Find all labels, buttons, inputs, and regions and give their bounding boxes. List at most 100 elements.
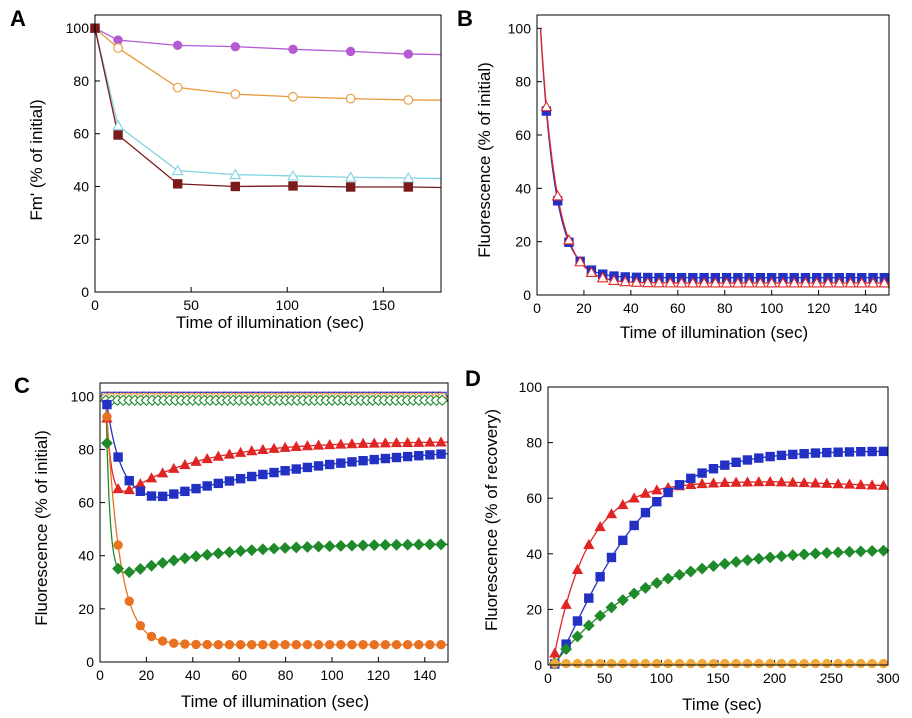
data-point-c-7 xyxy=(223,546,236,559)
data-point-d-2 xyxy=(776,450,787,461)
y-tick-label-a: 40 xyxy=(73,178,89,194)
data-point-c-5 xyxy=(279,441,291,452)
data-point-c-6 xyxy=(347,457,357,467)
data-point-d-3 xyxy=(764,551,777,564)
data-point-b-2 xyxy=(833,276,846,288)
data-point-c-8 xyxy=(191,639,201,650)
data-point-c-7 xyxy=(112,562,125,575)
x-tick-label-b: 40 xyxy=(623,300,639,316)
data-point-a-1 xyxy=(172,40,183,51)
data-point-d-2 xyxy=(878,446,889,457)
data-point-c-8 xyxy=(169,638,179,648)
data-point-c-6 xyxy=(369,454,379,465)
data-point-c-8 xyxy=(324,640,335,650)
data-point-d-3 xyxy=(707,560,720,572)
data-point-d-2 xyxy=(640,507,651,518)
data-point-d-1 xyxy=(651,484,663,495)
data-point-d-1 xyxy=(877,479,890,490)
panel-letter-b: B xyxy=(457,6,473,31)
data-point-d-3 xyxy=(730,555,743,568)
data-point-c-5 xyxy=(335,438,347,449)
data-point-d-4 xyxy=(572,658,583,669)
data-point-a-2 xyxy=(345,93,356,104)
data-point-c-6 xyxy=(113,452,123,462)
y-axis-label-a: Fm' (% of initial) xyxy=(27,99,46,220)
data-point-a-2 xyxy=(403,95,414,105)
x-tick-label-b: 100 xyxy=(760,300,784,316)
data-point-d-4 xyxy=(674,658,685,669)
x-tick-label-c: 140 xyxy=(413,667,437,683)
data-point-b-2 xyxy=(799,276,812,288)
data-point-c-6 xyxy=(102,399,112,410)
data-point-d-1 xyxy=(617,498,629,510)
plot-frame-c xyxy=(99,382,449,663)
data-point-c-7 xyxy=(368,539,381,552)
data-point-c-7 xyxy=(401,538,414,551)
data-point-d-4 xyxy=(606,658,617,669)
x-axis-label-a: Time of illumination (sec) xyxy=(176,313,364,332)
x-tick-label-c: 80 xyxy=(278,667,294,683)
data-point-d-4 xyxy=(731,658,741,669)
data-point-b-2 xyxy=(765,276,778,288)
data-point-c-5 xyxy=(290,440,302,452)
y-tick-label-d: 0 xyxy=(534,657,542,673)
series-line-b-1 xyxy=(539,28,889,279)
data-point-c-8 xyxy=(202,639,212,650)
data-point-a-1 xyxy=(113,35,123,45)
data-point-c-7 xyxy=(167,554,180,567)
data-point-a-3 xyxy=(344,171,357,182)
data-point-c-6 xyxy=(224,476,235,486)
x-tick-label-c: 60 xyxy=(231,667,247,683)
data-point-c-7 xyxy=(390,538,403,551)
data-point-d-3 xyxy=(616,594,629,606)
data-point-d-4 xyxy=(878,658,889,669)
plot-frame-d xyxy=(547,386,889,666)
data-point-c-6 xyxy=(135,486,146,496)
y-tick-label-d: 60 xyxy=(526,490,542,506)
data-point-c-5 xyxy=(223,448,236,459)
y-tick-label-c: 0 xyxy=(86,654,94,670)
data-point-c-8 xyxy=(425,640,435,650)
data-point-c-7 xyxy=(290,541,303,554)
data-point-c-7 xyxy=(234,545,247,558)
data-point-b-2 xyxy=(551,189,564,201)
data-point-c-8 xyxy=(402,640,413,650)
x-axis-label-d: Time (sec) xyxy=(682,695,762,714)
data-point-d-3 xyxy=(639,581,652,594)
data-point-d-4 xyxy=(697,658,707,669)
data-point-d-4 xyxy=(652,658,662,669)
data-point-b-2 xyxy=(855,276,868,288)
x-tick-label-d: 50 xyxy=(597,670,613,686)
data-point-d-1 xyxy=(821,477,833,488)
data-point-d-1 xyxy=(639,487,652,498)
data-point-d-4 xyxy=(776,658,787,669)
data-point-c-7 xyxy=(101,437,113,450)
y-tick-label-b: 0 xyxy=(523,287,531,303)
data-point-c-7 xyxy=(134,562,147,575)
data-point-d-3 xyxy=(560,643,573,656)
data-point-d-3 xyxy=(809,547,822,560)
data-point-c-5 xyxy=(168,462,180,473)
curves-a xyxy=(94,27,442,189)
data-point-d-3 xyxy=(662,572,675,585)
data-point-d-4 xyxy=(765,658,775,669)
data-point-c-7 xyxy=(190,550,202,563)
data-point-c-5 xyxy=(212,450,224,461)
data-point-c-7 xyxy=(156,556,169,569)
data-point-c-4 xyxy=(436,394,448,407)
data-point-c-6 xyxy=(213,478,224,489)
y-tick-label-b: 20 xyxy=(515,234,531,250)
data-point-c-7 xyxy=(123,566,136,579)
data-point-d-4 xyxy=(799,658,809,669)
data-point-d-2 xyxy=(731,457,741,467)
data-point-d-2 xyxy=(595,572,605,582)
series-line-a-1 xyxy=(94,27,442,56)
y-tick-label-c: 100 xyxy=(71,388,95,404)
data-point-d-3 xyxy=(628,587,641,600)
data-point-b-2 xyxy=(731,276,744,288)
data-point-c-5 xyxy=(179,459,191,470)
data-point-d-2 xyxy=(674,480,685,490)
data-point-c-6 xyxy=(235,473,246,484)
data-point-a-4 xyxy=(345,182,356,192)
data-point-c-8 xyxy=(135,620,146,631)
